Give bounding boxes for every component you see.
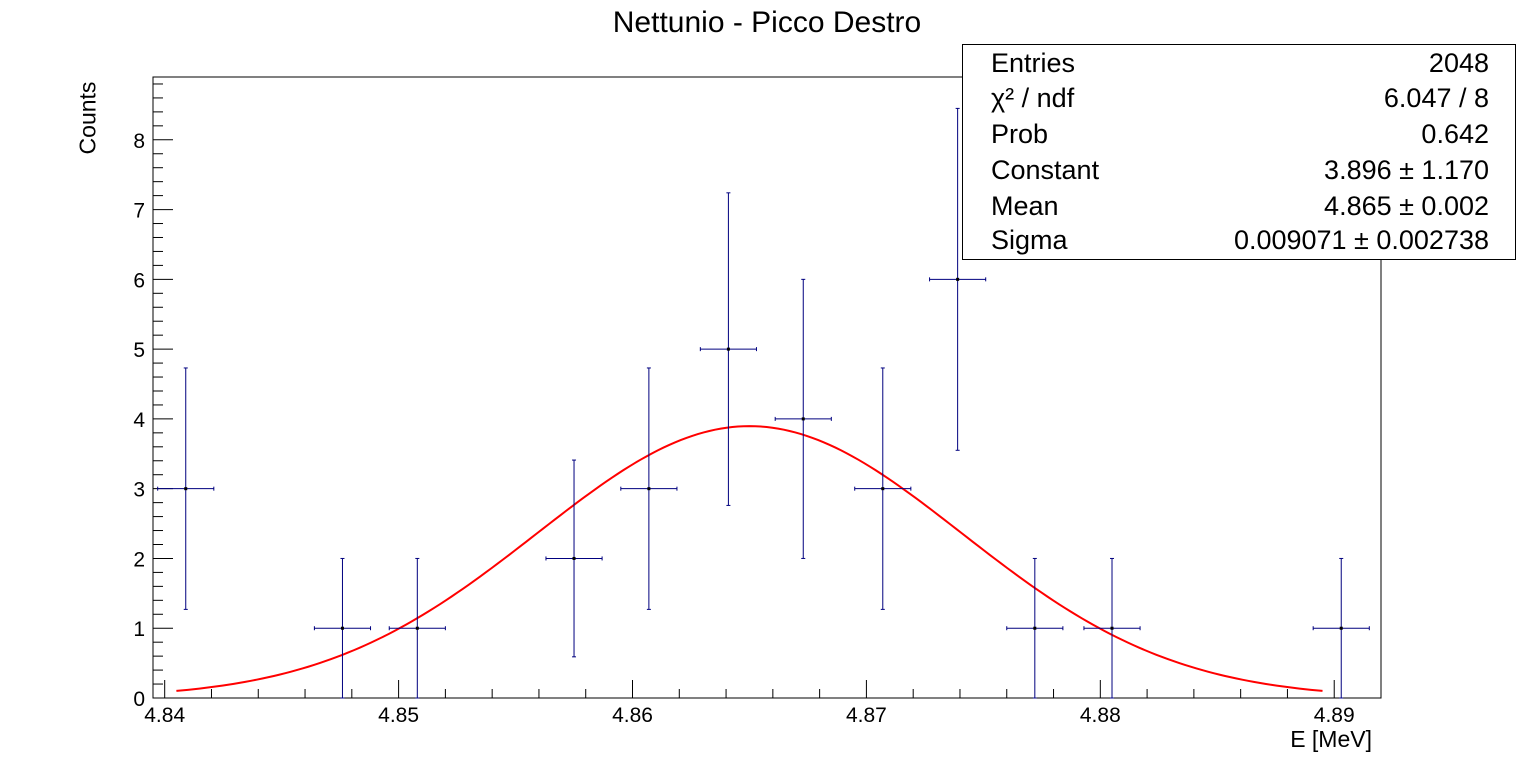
point-marker <box>1033 626 1037 630</box>
data-point <box>620 367 678 610</box>
y-tick-label: 5 <box>133 339 145 362</box>
point-marker <box>340 626 344 630</box>
point-marker <box>956 277 960 281</box>
stats-key: Constant <box>991 155 1100 185</box>
y-axis-label: Counts <box>74 81 101 155</box>
stats-key: Sigma <box>991 225 1068 255</box>
data-point <box>388 557 446 699</box>
x-tick-label: 4.85 <box>378 704 419 727</box>
point-marker <box>572 556 576 560</box>
point-marker <box>647 487 651 491</box>
x-axis-label: E [MeV] <box>1290 726 1372 752</box>
y-tick-label: 3 <box>133 479 145 502</box>
stats-row-sigma: Sigma 0.009071 ± 0.002738 <box>991 222 1489 258</box>
y-tick-label: 4 <box>133 409 145 432</box>
x-axis: 4.84 4.85 4.86 4.87 4.88 4.89 <box>144 680 1382 727</box>
stats-value: 0.642 <box>1421 119 1489 149</box>
stats-row-entries: Entries 2048 <box>991 45 1489 81</box>
data-point <box>854 367 912 610</box>
stats-row-constant: Constant 3.896 ± 1.170 <box>991 152 1489 188</box>
point-marker <box>184 487 188 491</box>
data-point <box>157 367 215 610</box>
point-marker <box>881 487 885 491</box>
data-point <box>699 192 757 506</box>
stats-key: Mean <box>991 191 1059 221</box>
y-tick-label: 2 <box>133 548 145 571</box>
stats-value: 6.047 / 8 <box>1383 83 1489 113</box>
y-tick-label: 6 <box>133 269 145 292</box>
data-point <box>1083 557 1141 699</box>
stats-key: χ² / ndf <box>991 83 1075 113</box>
stats-row-mean: Mean 4.865 ± 0.002 <box>991 188 1489 224</box>
plot-frame <box>152 76 1382 699</box>
x-tick-label: 4.86 <box>612 704 653 727</box>
point-marker <box>1110 626 1114 630</box>
data-point <box>313 557 372 699</box>
stats-value: 2048 <box>1428 48 1489 78</box>
y-tick-label: 8 <box>133 130 145 153</box>
fit-curve <box>176 425 1323 692</box>
point-marker <box>726 347 730 351</box>
y-tick-label: 7 <box>133 200 145 223</box>
y-tick-label: 1 <box>133 618 145 641</box>
data-point <box>774 278 832 559</box>
stats-row-chi2: χ² / ndf 6.047 / 8 <box>991 80 1489 116</box>
data-point <box>545 459 603 658</box>
stats-box: Entries 2048 χ² / ndf 6.047 / 8 Prob 0.6… <box>962 44 1516 260</box>
data-point <box>929 107 987 451</box>
x-tick-label: 4.84 <box>144 704 185 727</box>
stats-row-prob: Prob 0.642 <box>991 116 1489 152</box>
point-marker <box>1339 626 1343 630</box>
data-points <box>157 107 1370 699</box>
stats-value: 3.896 ± 1.170 <box>1324 155 1489 185</box>
stats-value: 0.009071 ± 0.002738 <box>1233 225 1489 255</box>
x-tick-label: 4.87 <box>846 704 887 727</box>
fit-layer <box>176 425 1323 692</box>
x-tick-label: 4.89 <box>1314 704 1355 727</box>
stats-key: Entries <box>991 48 1076 78</box>
stats-key: Prob <box>991 119 1049 149</box>
data-point <box>1006 557 1064 699</box>
stats-value: 4.865 ± 0.002 <box>1324 191 1489 221</box>
data-point <box>1312 557 1370 699</box>
point-marker <box>801 417 805 421</box>
y-axis: 0 1 2 3 4 5 6 7 8 <box>133 83 173 711</box>
x-tick-label: 4.88 <box>1080 704 1121 727</box>
point-marker <box>415 626 419 630</box>
y-tick-label: 0 <box>133 688 145 711</box>
